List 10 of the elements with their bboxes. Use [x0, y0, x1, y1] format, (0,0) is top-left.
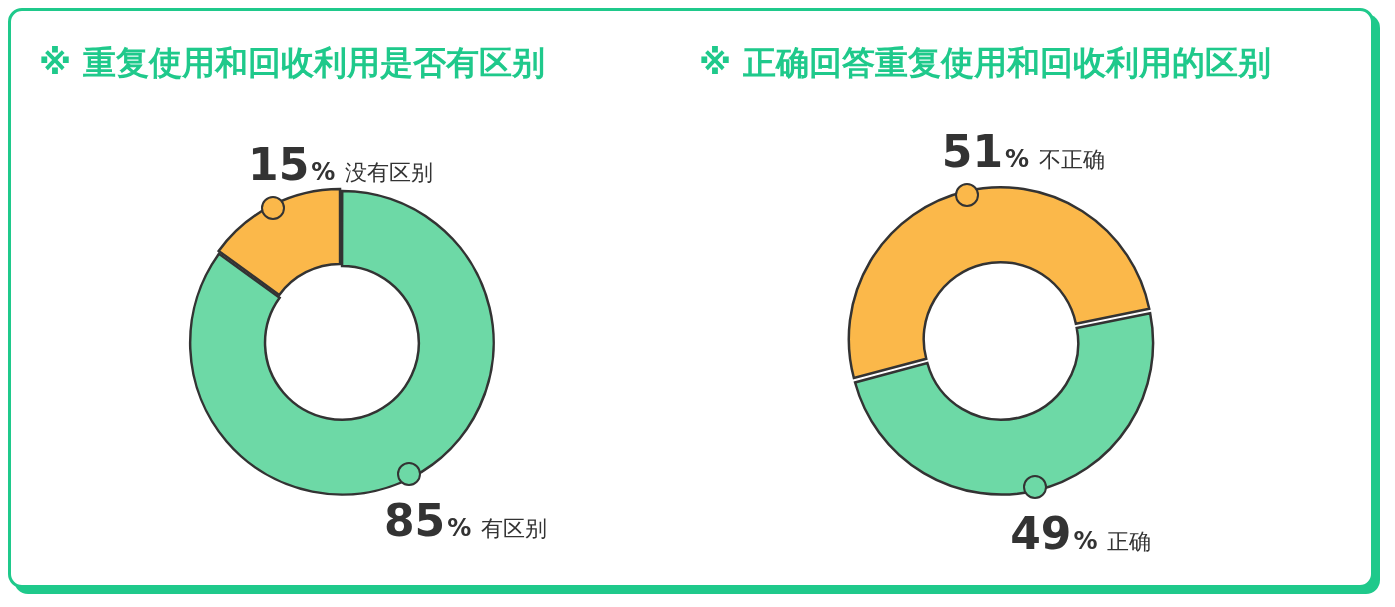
data-label: 85%	[383, 495, 472, 547]
slice-label: 正确	[1107, 528, 1152, 554]
data-label: 51%	[941, 126, 1030, 178]
chart-title: ※ 重复使用和回收利用是否有区别	[38, 42, 546, 84]
slice-label: 不正确	[1039, 147, 1106, 173]
chart-title: ※ 正确回答重复使用和回收利用的区别	[698, 42, 1272, 84]
data-label: 49%	[1010, 507, 1098, 559]
slice-label: 没有区别	[345, 159, 434, 185]
slice-label: 有区别	[481, 516, 548, 542]
data-label: 15%	[248, 138, 336, 190]
